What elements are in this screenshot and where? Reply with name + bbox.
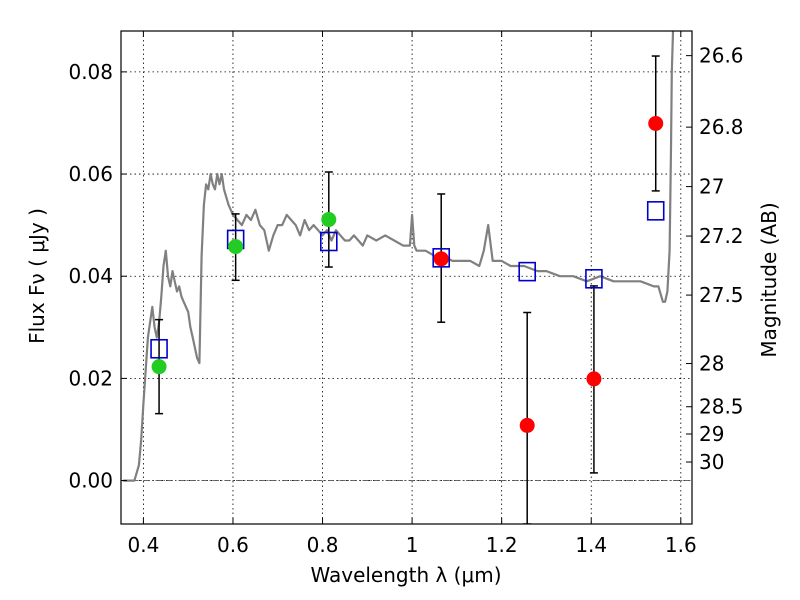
spectrum-line xyxy=(123,31,675,482)
data-markers xyxy=(150,115,665,433)
flux-point-marker xyxy=(151,359,167,375)
x-tick-label: 1 xyxy=(406,533,419,557)
right-tick-label: 27.5 xyxy=(699,283,744,307)
model-square-marker xyxy=(585,268,603,289)
y-tick-label: 0.08 xyxy=(68,60,113,84)
x-tick-label: 1.6 xyxy=(665,533,697,557)
flux-point-marker xyxy=(648,115,664,131)
x-tick-label: 1.4 xyxy=(575,533,607,557)
right-tick-label: 29 xyxy=(699,422,724,446)
x-tick-label: 1.2 xyxy=(486,533,518,557)
flux-point-marker xyxy=(519,417,535,433)
right-tick-label: 26.6 xyxy=(699,44,744,68)
error-bars xyxy=(155,55,660,524)
right-tick-label: 27.2 xyxy=(699,224,744,248)
model-square-marker xyxy=(518,261,536,282)
right-tick-label: 26.8 xyxy=(699,115,744,139)
plot-frame xyxy=(120,30,693,525)
x-tick-label: 0.6 xyxy=(217,533,249,557)
model-square-marker xyxy=(150,338,168,359)
model-square-marker xyxy=(432,248,451,268)
x-tick-label: 0.4 xyxy=(127,533,159,557)
model-square-marker xyxy=(319,231,338,252)
axis-ticks: 0.4 0.6 0.8 1 1.2 1.4 1.6 0.00 0.02 0.04 0.06 0.08 2… xyxy=(68,31,744,557)
grid-lines xyxy=(121,31,692,524)
y-tick-label: 0.06 xyxy=(68,162,113,186)
y-tick-label: 0.02 xyxy=(68,366,113,390)
right-tick-label: 28 xyxy=(699,352,724,376)
right-tick-label: 28.5 xyxy=(699,395,744,419)
x-tick-label: 0.8 xyxy=(307,533,339,557)
right-tick-label: 27 xyxy=(699,175,724,199)
right-tick-label: 30 xyxy=(699,450,724,474)
y-tick-label: 0.04 xyxy=(68,264,113,288)
flux-point-marker xyxy=(228,239,244,255)
y-tick-label: 0.00 xyxy=(68,469,113,493)
model-square-marker xyxy=(646,201,665,221)
flux-point-marker xyxy=(321,212,337,228)
spectrum-layer xyxy=(123,31,675,482)
x-axis-label: Wavelength λ (μm) xyxy=(310,563,501,587)
flux-point-marker xyxy=(586,371,602,387)
flux-point-marker xyxy=(433,251,449,267)
right-axis-label: Magnitude (AB) xyxy=(757,202,781,357)
y-axis-label: Flux Fν ( μJy ) xyxy=(25,208,49,344)
